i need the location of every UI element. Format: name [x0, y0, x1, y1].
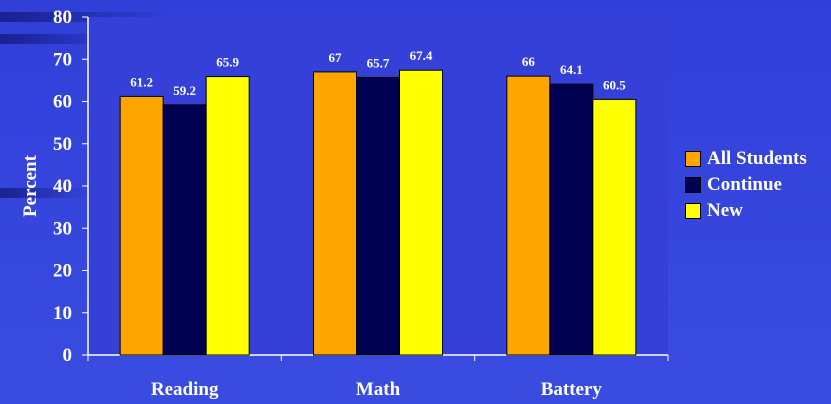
y-tick-label: 0 [63, 345, 73, 366]
data-label: 65.9 [216, 55, 239, 70]
bar [399, 69, 443, 356]
y-axis-label: Percent [20, 154, 41, 217]
y-tick-label: 70 [53, 49, 72, 70]
y-tick-label: 80 [53, 7, 72, 28]
legend-item-new: New [685, 198, 807, 224]
data-label: 61.2 [130, 74, 153, 89]
data-label: 59.2 [173, 83, 196, 98]
x-category-label: Battery [541, 379, 603, 400]
data-label: 64.1 [560, 62, 583, 77]
y-tick-label: 40 [53, 176, 72, 197]
bar [205, 76, 250, 356]
legend-label: New [707, 200, 743, 221]
bar [592, 98, 637, 356]
background-streak [0, 34, 120, 44]
bar [356, 76, 400, 356]
y-tick-label: 30 [53, 218, 72, 239]
bar [549, 83, 594, 356]
data-label: 66 [522, 54, 536, 69]
legend-swatch [685, 203, 701, 219]
bar [119, 95, 164, 356]
legend-swatch [685, 151, 701, 167]
legend-item-continue: Continue [685, 172, 807, 198]
legend-label: Continue [707, 174, 782, 195]
y-tick-label: 60 [53, 92, 72, 113]
bar [313, 71, 357, 356]
legend-item-all-students: All Students [685, 146, 807, 172]
background-streak [0, 188, 90, 198]
y-tick-label: 20 [53, 261, 72, 282]
bar [162, 104, 207, 356]
x-category-label: Reading [151, 379, 219, 400]
legend-label: All Students [707, 148, 807, 169]
data-label: 65.7 [367, 55, 390, 70]
x-category-label: Math [356, 379, 401, 400]
y-tick-label: 50 [53, 134, 72, 155]
y-tick-label: 10 [53, 303, 72, 324]
bar [506, 75, 551, 356]
legend: All Students Continue New [685, 146, 807, 224]
data-label: 60.5 [603, 77, 626, 92]
legend-swatch [685, 177, 701, 193]
data-label: 67 [329, 50, 343, 65]
data-label: 67.4 [410, 48, 433, 63]
